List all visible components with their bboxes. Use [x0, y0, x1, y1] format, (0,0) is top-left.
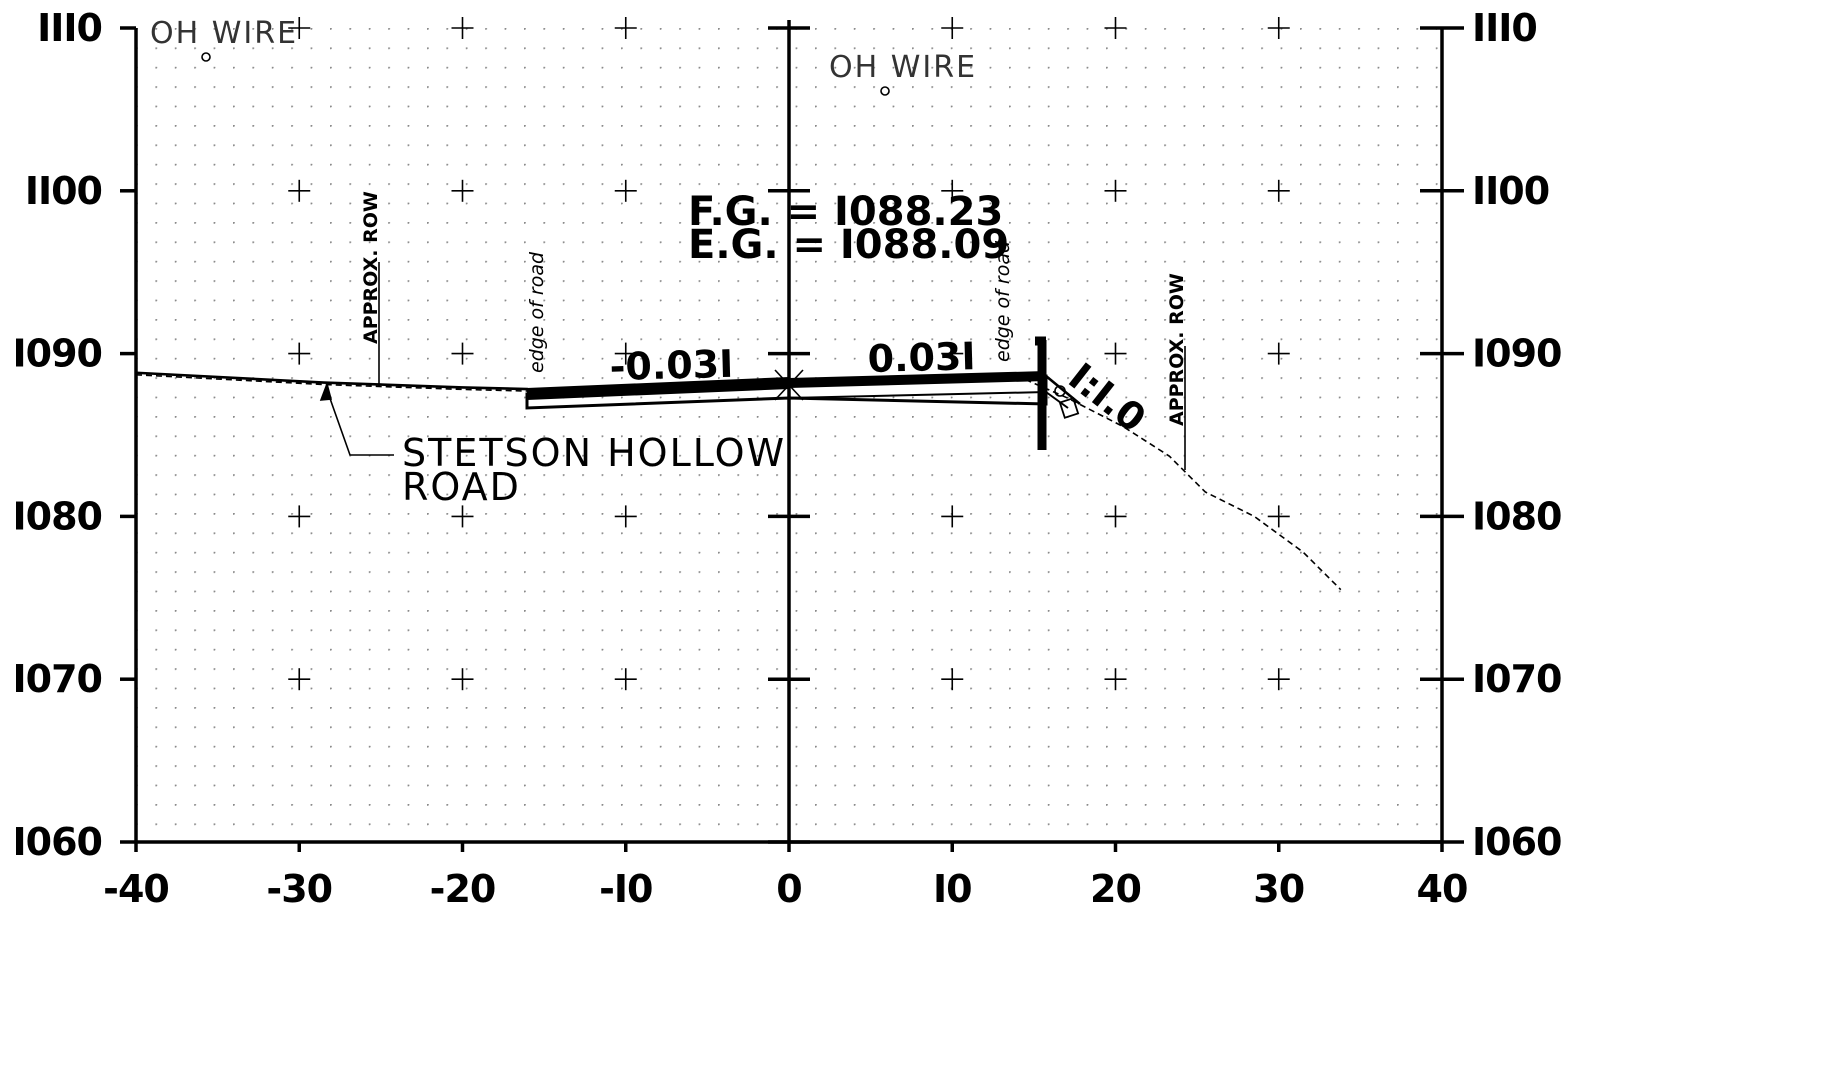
edge-of-road-right: edge of road — [992, 240, 1014, 362]
x-tick-label: 0 — [776, 867, 801, 911]
x-tick-label: -I0 — [599, 867, 652, 911]
x-tick-label: 40 — [1417, 867, 1468, 911]
finished-grade-label: F.G. = I088.23 — [688, 189, 1003, 235]
y-tick-label-left: I080 — [13, 494, 102, 538]
oh-wire-marker-right — [880, 86, 890, 96]
grid-crosses — [288, 17, 1290, 691]
x-tick-label: -30 — [266, 867, 332, 911]
road-name-line2: ROAD — [402, 465, 521, 509]
axis-ticks — [120, 26, 1464, 852]
x-tick-label: 30 — [1253, 867, 1304, 911]
x-tick-label: -40 — [103, 867, 169, 911]
y-tick-label-right: I070 — [1472, 657, 1561, 701]
subgrade-inner-line — [788, 391, 1047, 399]
y-tick-label-left: III0 — [37, 6, 102, 50]
approx-row-left: APPROX. ROW — [360, 191, 382, 344]
road-name-leader — [319, 381, 394, 456]
fill-slope-2 — [1045, 391, 1069, 409]
y-tick-label-left: II00 — [25, 169, 102, 213]
existing-road-surface — [135, 371, 528, 391]
finished-grade-line-right — [788, 371, 1047, 388]
x-tick-label: -20 — [430, 867, 496, 911]
guardrail-post-symbol — [1058, 397, 1080, 419]
slope-left-label: -0.03I — [609, 342, 734, 389]
road-name-line1: STETSON HOLLOW — [402, 431, 786, 475]
existing-grade-label: E.G. = I088.09 — [688, 222, 1009, 268]
y-tick-label-right: III0 — [1472, 6, 1537, 50]
existing-ground-profile — [135, 373, 1342, 591]
y-tick-label-right: I090 — [1472, 332, 1561, 376]
approx-row-right: APPROX. ROW — [1166, 273, 1188, 426]
y-tick-label-left: I070 — [13, 657, 102, 701]
oh-wire-label-right: OH WIRE — [829, 50, 977, 85]
finished-grade-line — [526, 377, 790, 400]
centerline-grade-mark — [774, 369, 804, 401]
y-tick-label-right: I060 — [1472, 820, 1561, 864]
x-axis-labels: -40 -30 -20 -I0 0 I0 20 30 40 — [103, 867, 1468, 911]
oh-wire-label-left: OH WIRE — [150, 16, 298, 51]
slope-right-label: 0.03I — [867, 334, 976, 381]
y-axis-labels-right: I060 I070 I080 I090 II00 III0 — [1472, 6, 1562, 864]
oh-wire-marker-left — [201, 52, 211, 62]
y-axis-labels-left: I060 I070 I080 I090 II00 III0 — [13, 6, 103, 864]
y-tick-label-left: I090 — [13, 332, 102, 376]
y-tick-label-left: I060 — [13, 820, 102, 864]
y-tick-label-right: II00 — [1472, 169, 1549, 213]
x-tick-label: 20 — [1090, 867, 1141, 911]
x-tick-label: I0 — [933, 867, 972, 911]
edge-of-road-left: edge of road — [526, 251, 548, 373]
pipe-symbol — [1054, 385, 1066, 397]
y-tick-label-right: I080 — [1472, 494, 1561, 538]
